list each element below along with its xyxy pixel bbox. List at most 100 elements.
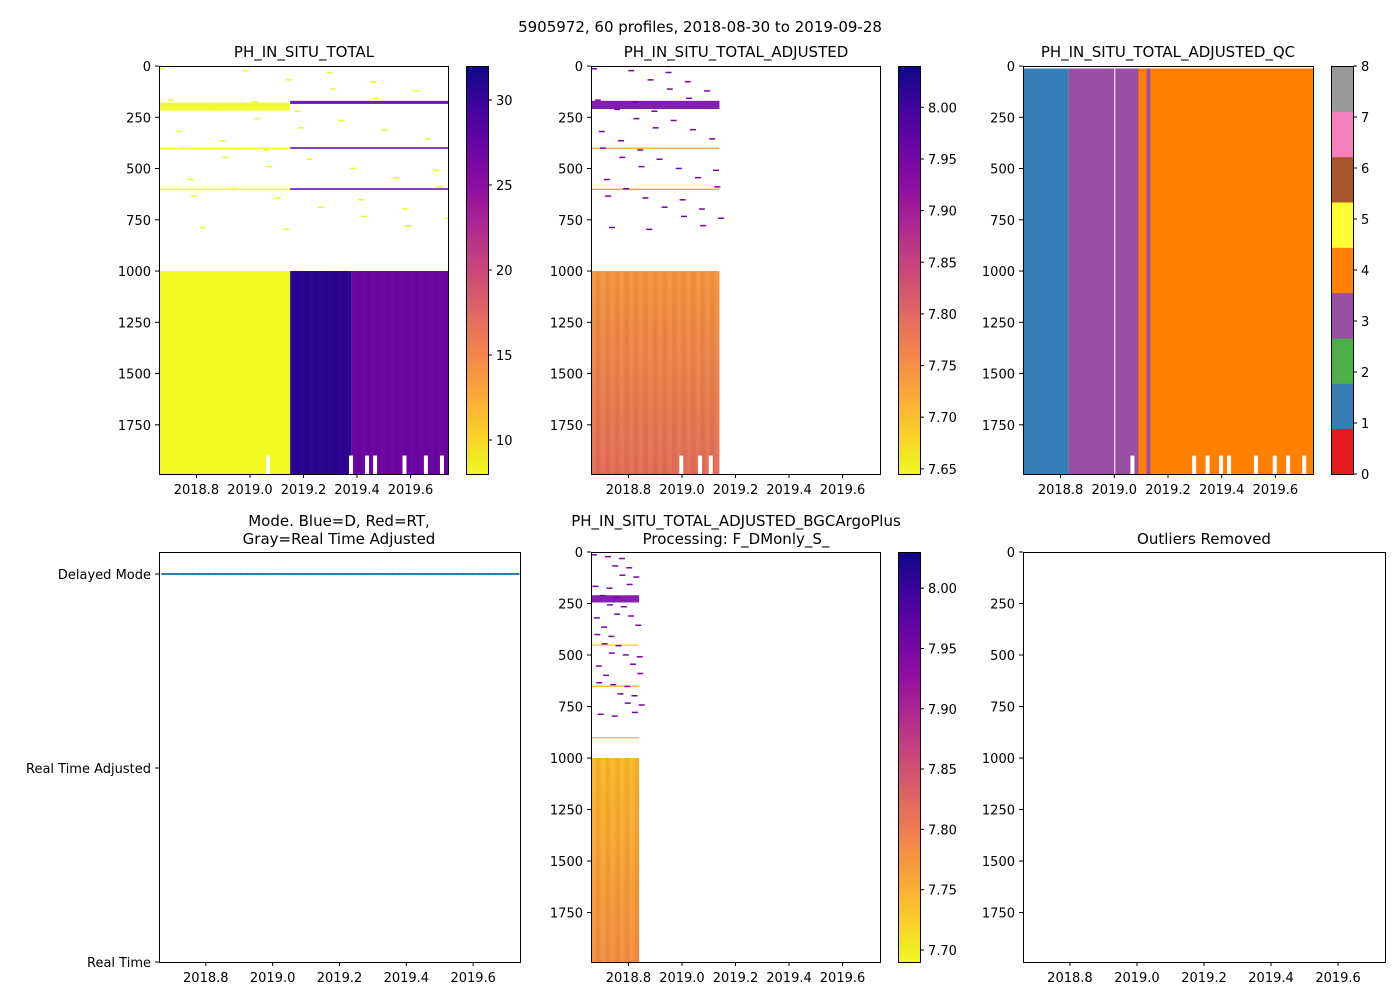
- mode-point: [478, 572, 481, 576]
- data-gap: [1192, 455, 1197, 474]
- colorbar-tick-label: 5: [1361, 213, 1369, 228]
- heatmap-band: [159, 188, 291, 191]
- mode-point: [402, 572, 405, 576]
- colorbar: 10 15 20 25 30: [466, 66, 513, 475]
- heatmap-speckle: [620, 605, 627, 608]
- mode-point: [177, 572, 180, 576]
- qc-line: [1114, 68, 1116, 474]
- qc-column: [1068, 68, 1139, 474]
- mode-point: [474, 572, 478, 576]
- mode-point: [441, 572, 444, 576]
- mode-point: [465, 572, 469, 576]
- mode-point: [455, 572, 458, 576]
- heatmap-speckle: [637, 149, 644, 151]
- heatmap-band: [159, 102, 291, 111]
- mode-point: [418, 572, 421, 576]
- mode-point: [221, 572, 224, 576]
- axes-frame: [1023, 552, 1386, 963]
- y-tick-label: 1500: [550, 855, 583, 870]
- data-gap: [402, 455, 407, 474]
- data-gap: [423, 455, 428, 474]
- mode-point: [163, 572, 166, 576]
- mode-point: [451, 572, 454, 576]
- mode-point: [476, 572, 479, 576]
- heatmap-block: [591, 758, 640, 962]
- heatmap-column: [615, 758, 620, 962]
- heatmap-column: [271, 271, 276, 474]
- colorbar-tick-label: 7.95: [928, 153, 957, 168]
- mode-point: [285, 572, 288, 576]
- x-tick-label: 2018.8: [1038, 483, 1084, 498]
- mode-point: [171, 572, 175, 576]
- panel-title-line: Mode. Blue=D, Red=RT,: [248, 512, 430, 530]
- colorbar-segment: [1331, 202, 1353, 248]
- heatmap-speckle: [689, 128, 696, 131]
- y-tick-label: 1750: [550, 907, 583, 922]
- qc-column: [1023, 68, 1069, 474]
- y-tick-label: 1500: [982, 368, 1015, 383]
- heatmap-speckle: [718, 217, 725, 220]
- mode-point: [497, 572, 501, 576]
- y-tick-label: 1500: [550, 368, 583, 383]
- mode-point: [359, 572, 362, 576]
- heatmap-speckle: [592, 585, 599, 588]
- colorbar-segment: [1331, 428, 1353, 475]
- heatmap-speckle: [610, 683, 617, 686]
- mode-point: [494, 572, 497, 576]
- mode-point: [196, 572, 199, 576]
- heatmap-speckle: [242, 69, 249, 72]
- colorbar-tick-label: 7.90: [928, 205, 957, 220]
- heatmap-speckle: [601, 643, 608, 645]
- colorbar-frame: [466, 66, 489, 475]
- x-tick-label: 2019.2: [281, 483, 327, 498]
- y-tick-label: 1000: [982, 265, 1015, 280]
- axes-frame: [159, 552, 521, 963]
- y-tick-label: 1500: [118, 368, 151, 383]
- y-tick-label: 1750: [118, 419, 151, 434]
- mode-point: [377, 572, 380, 576]
- data-gap: [1130, 455, 1135, 474]
- x-tick-label: 2019.4: [334, 483, 380, 498]
- heatmap-speckle: [265, 165, 272, 168]
- mode-point: [430, 572, 433, 576]
- heatmap-speckle: [608, 635, 615, 638]
- x-tick-label: 2019.6: [1315, 971, 1361, 986]
- qc-column: [1138, 68, 1147, 474]
- heatmap-speckle: [632, 101, 639, 103]
- mode-point: [345, 572, 348, 576]
- mode-point: [313, 572, 316, 576]
- plot-content: [591, 554, 645, 962]
- mode-point: [403, 572, 407, 576]
- heatmap-speckle: [176, 130, 183, 133]
- mode-point: [373, 572, 377, 576]
- mode-point: [214, 572, 217, 576]
- y-tick-label: 250: [558, 111, 583, 126]
- y-tick-label: 1250: [550, 804, 583, 819]
- x-tick-label: 2018.8: [606, 971, 652, 986]
- plot-content: [161, 572, 520, 576]
- y-tick-label: 500: [558, 649, 583, 664]
- colorbar-tick-label: 10: [496, 434, 513, 449]
- heatmap-column: [671, 271, 677, 474]
- mode-point: [308, 572, 311, 576]
- heatmap-speckle: [254, 117, 261, 120]
- x-tick-label: 2019.6: [820, 483, 866, 498]
- heatmap-speckle: [606, 587, 613, 589]
- heatmap-block: [351, 271, 448, 474]
- mode-point: [425, 572, 428, 576]
- mode-point: [428, 572, 431, 576]
- mode-point: [400, 572, 403, 576]
- colorbar: 7.70 7.75 7.80 7.85 7.90 7.95 8.00: [898, 552, 957, 963]
- data-gap: [1253, 455, 1258, 474]
- data-gap: [439, 455, 444, 474]
- panel-ph-bgc: PH_IN_SITU_TOTAL_ADJUSTED_BGCArgoPlus Pr…: [550, 512, 957, 986]
- mode-point: [462, 572, 465, 576]
- heatmap-speckle: [647, 79, 654, 81]
- mode-point: [278, 572, 281, 576]
- colorbar-tick-label: 4: [1361, 264, 1369, 279]
- colorbar-segment: [1331, 338, 1353, 384]
- heatmap-column: [595, 271, 601, 474]
- heatmap-speckle: [709, 138, 716, 140]
- heatmap-speckle: [624, 685, 631, 688]
- plot-content: [159, 68, 448, 474]
